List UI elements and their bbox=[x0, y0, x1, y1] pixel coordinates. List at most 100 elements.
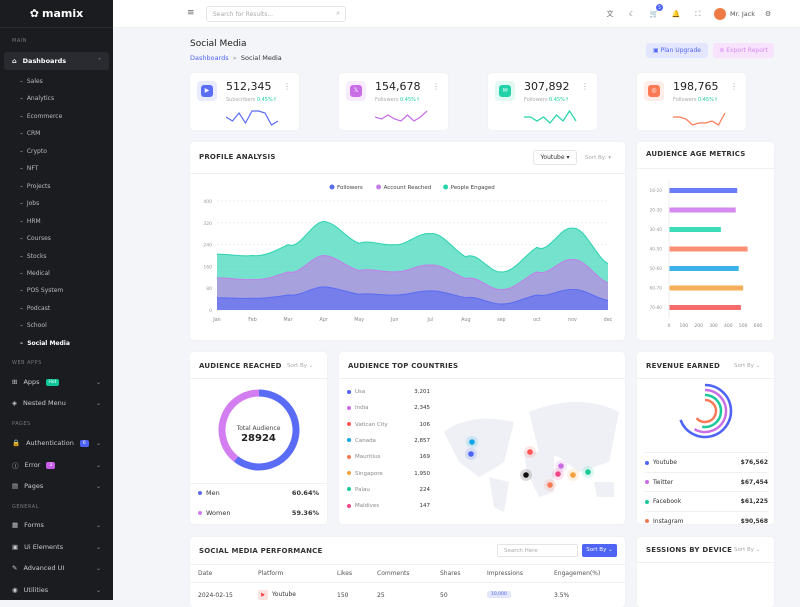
sidebar-item-apps[interactable]: ⊞ Apps Hot ⌄ bbox=[12, 378, 101, 386]
breadcrumb: Dashboards » Social Media bbox=[190, 54, 282, 62]
sidebar-subitem[interactable]: – POS System bbox=[20, 287, 64, 295]
sidebar-subitem[interactable]: – Medical bbox=[20, 269, 50, 277]
more-options-icon[interactable]: ⋮ bbox=[432, 82, 440, 91]
cart-icon[interactable]: 🛒 5 bbox=[647, 4, 663, 21]
sort-dropdown[interactable]: Sort By: ▾ bbox=[585, 155, 612, 161]
settings-gear-icon[interactable]: ⚙ bbox=[764, 10, 772, 18]
sidebar-subitem[interactable]: – Courses bbox=[20, 235, 51, 243]
column-header[interactable]: Date bbox=[198, 570, 213, 577]
legend-label: Account Reached bbox=[384, 185, 432, 191]
notification-icon[interactable]: 🔔 bbox=[671, 10, 681, 18]
card-title: AUDIENCE TOP COUNTRIES bbox=[348, 362, 459, 370]
sidebar: ✿ mamix MAIN ⌂ Dashboards ˄ – Sales – Analyt… bbox=[0, 0, 113, 600]
map-marker bbox=[468, 451, 474, 457]
sidebar-subitem[interactable]: – School bbox=[20, 322, 47, 330]
sort-dropdown[interactable]: Sort By ⌄ bbox=[734, 547, 761, 553]
column-header[interactable]: Platform bbox=[258, 570, 284, 577]
column-header[interactable]: Shares bbox=[440, 570, 461, 577]
sidebar-subitem[interactable]: – Social Media bbox=[20, 339, 70, 347]
more-options-icon[interactable]: ⋮ bbox=[730, 82, 738, 91]
performance-search-input[interactable]: Search Here bbox=[497, 544, 578, 557]
sessions-by-device-card: SESSIONS BY DEVICE Sort By ⌄ bbox=[637, 537, 774, 607]
x-tick-label: oct bbox=[533, 317, 541, 323]
theme-icon[interactable]: ☾ bbox=[628, 10, 636, 18]
sidebar-subitem[interactable]: – Jobs bbox=[20, 200, 40, 208]
revenue-row: Twitter $67,454 bbox=[645, 471, 768, 486]
sidebar-subitem[interactable]: – CRM bbox=[20, 130, 41, 138]
x-tick-label: 600 bbox=[754, 323, 763, 329]
sidebar-subitem[interactable]: – Stocks bbox=[20, 252, 47, 260]
x-tick-label: 0 bbox=[668, 323, 671, 329]
platform-select[interactable]: Youtube ▾ bbox=[533, 150, 577, 165]
x-tick-label: Aug bbox=[461, 317, 470, 323]
sidebar-subitem[interactable]: – Projects bbox=[20, 182, 51, 190]
sidebar-item-error[interactable]: ⓘ Error 3 ⌄ bbox=[12, 461, 101, 470]
donut-center-label: Total Audience bbox=[236, 425, 281, 432]
sidebar-subitem[interactable]: – Sales bbox=[20, 78, 43, 85]
age-bar-chart: 16-20 20-30 30-40 40-50 50-60 60-70 70-80 0 100 2… bbox=[650, 180, 763, 329]
y-tick-label: 240 bbox=[203, 243, 212, 249]
logo[interactable]: ✿ mamix bbox=[0, 0, 113, 28]
x-icon: 𝕏 bbox=[350, 85, 362, 97]
x-tick-label: Jun bbox=[390, 317, 399, 323]
sidebar-item-pages[interactable]: ▤ Pages ⌄ bbox=[12, 482, 101, 490]
x-tick-label: Jul bbox=[426, 317, 433, 323]
stat-label: Followers bbox=[375, 97, 399, 103]
sidebar-subitem[interactable]: – NFT bbox=[20, 165, 39, 173]
sidebar-subitem[interactable]: – Crypto bbox=[20, 147, 47, 155]
translate-icon[interactable]: 文 bbox=[606, 10, 614, 18]
donut-slice-men bbox=[233, 389, 300, 471]
table-cell: 25 bbox=[377, 592, 385, 599]
avatar[interactable] bbox=[714, 8, 726, 20]
stat-change: 0.45%↑ bbox=[549, 97, 570, 103]
chevron-down-icon: ⌄ bbox=[95, 586, 101, 594]
sidebar-subitem[interactable]: – Podcast bbox=[20, 304, 51, 312]
plan-upgrade-button[interactable]: ▣ Plan Upgrade bbox=[646, 43, 708, 58]
sidebar-subitem[interactable]: – Analytics bbox=[20, 95, 55, 103]
column-header[interactable]: Comments bbox=[377, 570, 410, 577]
sort-dropdown[interactable]: Sort By ⌄ bbox=[287, 363, 314, 369]
sidebar-item-ui-elements[interactable]: ▣ Ui Elements ⌄ bbox=[12, 543, 101, 551]
line-followers bbox=[216, 286, 609, 305]
x-tick-label: Apr bbox=[319, 317, 327, 323]
column-header[interactable]: Engagemen(%) bbox=[554, 570, 601, 577]
message-icon: ✉ bbox=[499, 85, 511, 97]
x-tick-label: dec bbox=[604, 317, 613, 323]
column-header[interactable]: Likes bbox=[337, 570, 353, 577]
age-bar bbox=[669, 207, 736, 213]
fullscreen-icon[interactable]: ⛶ bbox=[695, 9, 701, 18]
search-input[interactable]: Search for Results... ⌕ bbox=[206, 6, 346, 22]
menu-toggle-icon[interactable]: ≡ bbox=[187, 8, 195, 18]
sparkline bbox=[673, 112, 726, 126]
x-tick-label: Mar bbox=[284, 317, 293, 323]
map-marker bbox=[570, 472, 576, 478]
sparkline bbox=[524, 109, 577, 124]
x-tick-label: 400 bbox=[724, 323, 733, 329]
more-options-icon[interactable]: ⋮ bbox=[283, 82, 291, 91]
sidebar-subitem[interactable]: – HRM bbox=[20, 217, 41, 225]
sort-dropdown[interactable]: Sort By ⌄ bbox=[734, 363, 761, 369]
legend-marker bbox=[376, 184, 382, 190]
sidebar-subitem[interactable]: – Ecommerce bbox=[20, 112, 63, 120]
sidebar-item-utilities[interactable]: ◉ Utilities ⌄ bbox=[12, 586, 101, 594]
stat-value: 198,765 bbox=[673, 80, 719, 93]
more-options-icon[interactable]: ⋮ bbox=[581, 82, 589, 91]
export-report-button[interactable]: ⊚ Export Report bbox=[713, 43, 774, 58]
y-tick-label: 60-70 bbox=[650, 286, 663, 292]
section-label: MAIN bbox=[12, 38, 27, 44]
y-tick-label: 16-20 bbox=[650, 188, 663, 194]
x-tick-label: 300 bbox=[709, 323, 718, 329]
sort-by-button[interactable]: Sort By ⌄ bbox=[582, 544, 617, 557]
stat-change: 0.45%↑ bbox=[256, 97, 277, 103]
column-header[interactable]: Impressions bbox=[487, 570, 523, 577]
user-name[interactable]: Mr. Jack bbox=[730, 10, 756, 18]
youtube-icon: ▶ bbox=[201, 85, 213, 97]
sidebar-item-authentication[interactable]: 🔒 Authentication 6 ⌄ bbox=[12, 439, 101, 447]
sidebar-item-nested-menu[interactable]: ◈ Nested Menu ⌄ bbox=[12, 399, 101, 407]
sidebar-item-dashboards[interactable]: ⌂ Dashboards ˄ bbox=[4, 52, 109, 70]
sidebar-item-forms[interactable]: ▦ Forms ⌄ bbox=[12, 521, 101, 529]
table-cell-platform: ▶ Youtube bbox=[258, 590, 296, 600]
sidebar-item-advanced-ui[interactable]: ✎ Advanced UI ⌄ bbox=[12, 564, 101, 572]
error-icon: ⓘ bbox=[12, 462, 19, 470]
table-cell: 2024-02-15 bbox=[198, 592, 233, 599]
